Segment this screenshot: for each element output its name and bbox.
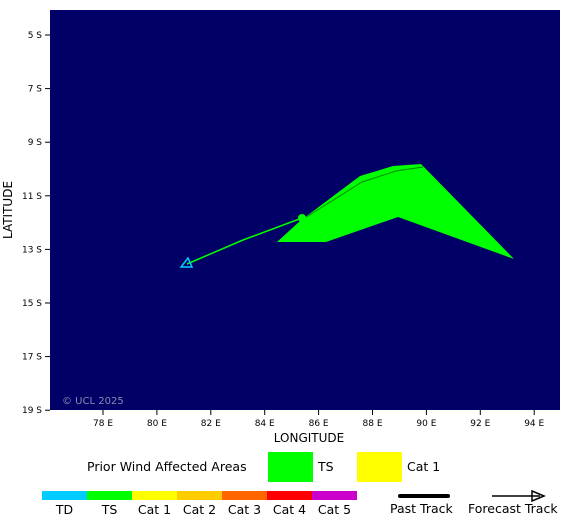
scale-color-cat-1 xyxy=(132,491,177,500)
x-axis-title: LONGITUDE xyxy=(274,431,344,445)
legend-title: Prior Wind Affected Areas xyxy=(87,459,247,474)
scale-color-cat-2 xyxy=(177,491,222,500)
scale-label: Cat 4 xyxy=(272,502,307,517)
x-tick-label: 86 E xyxy=(309,419,329,429)
x-axis-ticks: 78 E 80 E 82 E 84 E 86 E 88 E 90 E 92 E 94 E xyxy=(93,410,545,429)
scale-color-cat-4 xyxy=(267,491,312,500)
y-tick-label: 19 S xyxy=(22,406,42,416)
x-tick-label: 80 E xyxy=(147,419,167,429)
x-tick-label: 78 E xyxy=(93,419,113,429)
cat1-swatch-label: Cat 1 xyxy=(407,459,441,474)
storm-position-marker xyxy=(298,214,306,222)
map-plot-area xyxy=(50,10,560,410)
scale-label: Cat 1 xyxy=(137,502,172,517)
scale-label: TS xyxy=(101,502,118,517)
past-track-label: Past Track xyxy=(390,501,453,516)
y-tick-label: 11 S xyxy=(22,192,42,202)
scale-label: Cat 5 xyxy=(317,502,352,517)
x-tick-label: 82 E xyxy=(201,419,221,429)
x-tick-label: 92 E xyxy=(470,419,490,429)
wind-area-inner-edge xyxy=(299,166,424,222)
ts-swatch xyxy=(268,452,313,482)
y-tick-label: 5 S xyxy=(28,31,43,41)
scale-label: TD xyxy=(55,502,74,517)
track-legend-icons xyxy=(398,489,546,503)
scale-label: Cat 3 xyxy=(227,502,262,517)
x-tick-label: 94 E xyxy=(524,419,544,429)
ts-wind-affected-area xyxy=(277,164,514,259)
scale-color-cat-3 xyxy=(222,491,267,500)
forecast-track-arrow-icon xyxy=(531,489,546,503)
y-tick-label: 13 S xyxy=(22,245,42,255)
cat1-swatch xyxy=(357,452,402,482)
watermark: © UCL 2025 xyxy=(62,396,124,407)
forecast-track-label: Forecast Track xyxy=(468,501,558,516)
scale-label: Cat 2 xyxy=(182,502,217,517)
y-tick-label: 7 S xyxy=(28,85,43,95)
y-tick-label: 17 S xyxy=(22,353,42,363)
x-tick-label: 84 E xyxy=(255,419,275,429)
storm-track-line xyxy=(186,217,303,265)
scale-color-cat-5 xyxy=(312,491,357,500)
storm-start-triangle-icon xyxy=(179,256,194,268)
scale-color-ts xyxy=(87,491,132,500)
x-tick-label: 88 E xyxy=(363,419,383,429)
scale-color-td xyxy=(42,491,87,500)
ts-swatch-label: TS xyxy=(318,459,334,474)
x-tick-label: 90 E xyxy=(416,419,436,429)
y-axis-ticks: 5 S 7 S 9 S 11 S 13 S 15 S 17 S 19 S xyxy=(22,31,50,416)
y-axis-title: LATITUDE xyxy=(1,181,15,239)
y-tick-label: 9 S xyxy=(28,138,43,148)
y-tick-label: 15 S xyxy=(22,299,42,309)
